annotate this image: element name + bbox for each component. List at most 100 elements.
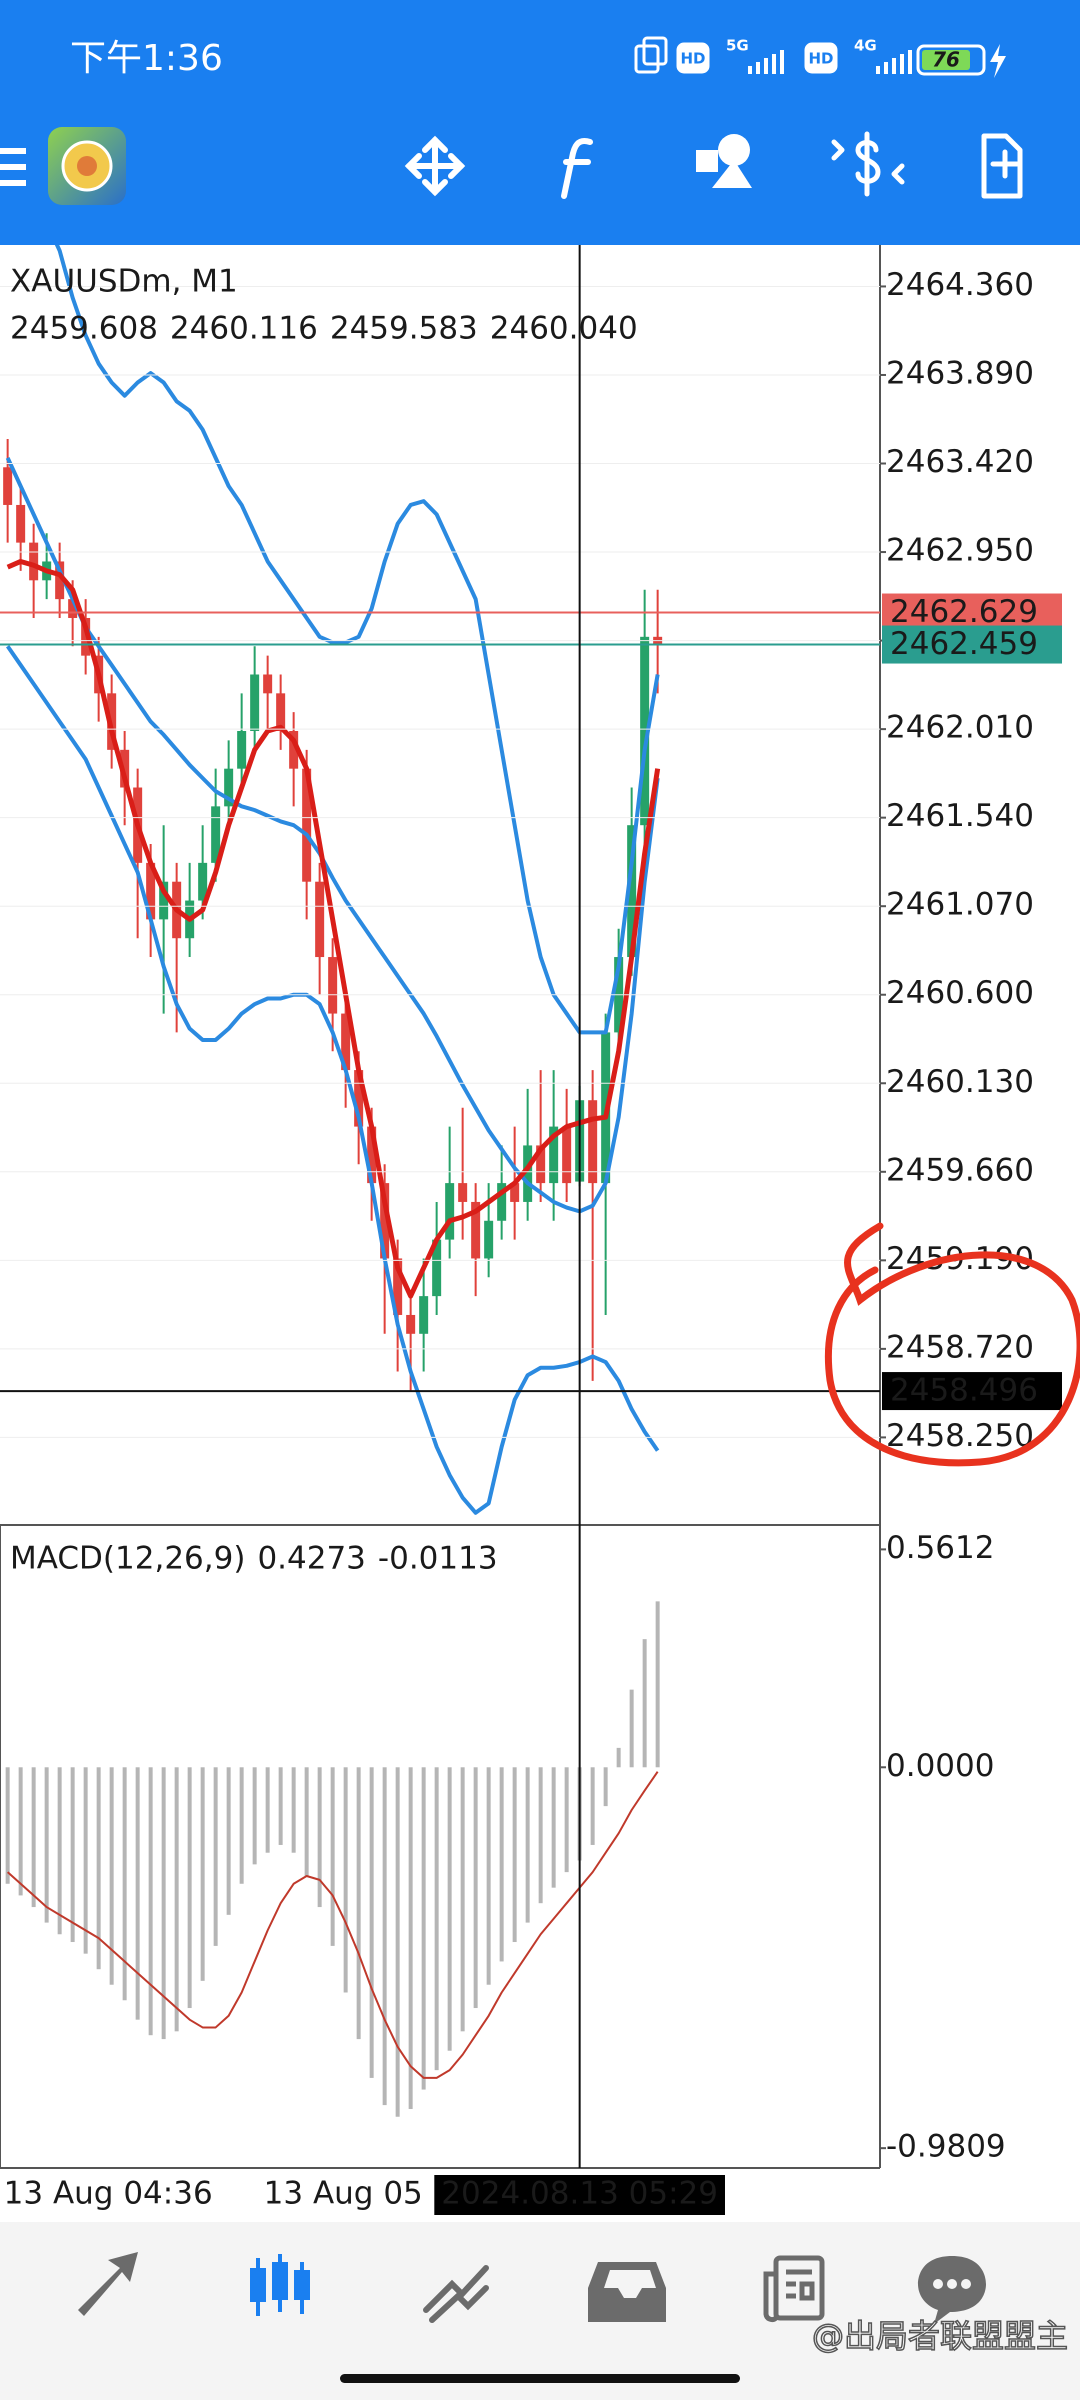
macd-bar	[590, 1767, 595, 1845]
nav-quotes[interactable]	[78, 2252, 138, 2316]
candle-body	[3, 467, 13, 505]
candle-body	[263, 674, 273, 694]
candle-body	[237, 731, 247, 769]
macd-bar	[213, 1767, 218, 1946]
macd-bar	[239, 1767, 244, 1884]
readout-value: -0.0113	[378, 1541, 498, 1577]
icon-sim	[634, 44, 660, 74]
macd-bar	[447, 1767, 452, 2051]
macd-bar	[356, 1767, 361, 2040]
macd-bar	[629, 1689, 634, 1768]
crosshair-time: 2024.08.13 05:29	[441, 2176, 718, 2212]
indicator-title: MACD(12,26,9)	[10, 1541, 245, 1577]
battery-level	[922, 50, 970, 70]
app-logo[interactable]	[48, 127, 126, 205]
nav-news[interactable]	[763, 2255, 825, 2323]
y-tick-label: 2461.070	[886, 887, 1034, 923]
icon-sim	[642, 36, 668, 66]
crosshair-time-box	[434, 2175, 725, 2215]
candle-body	[354, 1070, 364, 1127]
candle-body	[146, 862, 156, 920]
icon-signal	[748, 50, 784, 74]
y-tick-label: 2458.250	[886, 1418, 1034, 1454]
candle-body	[471, 1201, 481, 1259]
candle-body	[393, 1258, 403, 1315]
y-tick-label: 2462.010	[886, 710, 1034, 746]
candle-body	[497, 1183, 507, 1221]
macd-bar	[551, 1767, 556, 1888]
candle-body	[198, 862, 208, 901]
macd-bar	[161, 1767, 166, 2040]
y-tick-label: 2460.130	[886, 1064, 1034, 1100]
macd-bar	[148, 1767, 153, 2036]
bollinger-band	[5, 457, 660, 1214]
nav-messages[interactable]	[918, 2256, 986, 2324]
y-tick-label: 0.5612	[886, 1530, 994, 1566]
macd-bar	[18, 1767, 23, 1896]
x-tick-label: 13 Aug 05	[264, 2176, 423, 2212]
main-plot	[3, 245, 663, 1515]
macd-bar	[5, 1767, 10, 1884]
readout-value: 2459.583	[330, 311, 478, 347]
candle-body	[29, 542, 39, 581]
indicator-title: XAUUSDm, M1	[10, 264, 238, 300]
readout-value: 2459.608	[10, 311, 158, 347]
trade-button[interactable]	[831, 131, 905, 197]
price-label: 2462.459	[890, 626, 1038, 662]
macd-bar	[538, 1767, 543, 1904]
candle-body	[510, 1183, 520, 1202]
macd-bar	[642, 1639, 647, 1768]
menu-button[interactable]	[0, 148, 26, 186]
macd-bar	[525, 1767, 530, 1923]
battery-percent: 76	[932, 48, 960, 72]
y-tick-label: 2459.660	[886, 1152, 1034, 1188]
candle-body	[68, 599, 78, 618]
status-icons	[634, 36, 1006, 78]
candle-body	[445, 1183, 455, 1240]
macd-bar	[512, 1767, 517, 1943]
macd-bar	[395, 1767, 400, 2117]
y-tick-label: -0.9809	[886, 2129, 1006, 2165]
macd-plot	[5, 1601, 660, 2117]
y-tick-label: 0.0000	[886, 1748, 994, 1784]
macd-bar	[369, 1767, 374, 2078]
candle-body	[224, 768, 234, 807]
candle-body	[419, 1296, 429, 1334]
y-tick-label: 2461.540	[886, 798, 1034, 834]
nav-history[interactable]	[588, 2262, 666, 2322]
macd-bar	[486, 1767, 491, 1985]
icon-signal	[876, 50, 912, 74]
nav-trade[interactable]	[423, 2265, 489, 2323]
candle-body	[211, 806, 221, 863]
macd-bar	[434, 1767, 439, 2071]
candle-body	[484, 1220, 494, 1259]
candle-body	[536, 1145, 546, 1184]
macd-bar	[70, 1767, 75, 1943]
new-order-button[interactable]	[981, 133, 1023, 199]
macd-bar	[122, 1767, 127, 2001]
signal-line	[6, 1771, 659, 2079]
candle-body	[367, 1126, 377, 1184]
indicators-button[interactable]	[561, 138, 593, 199]
macd-bar	[31, 1767, 36, 1908]
candle-body	[640, 636, 650, 826]
macd-bar	[200, 1767, 205, 1981]
nav-chart[interactable]	[250, 2254, 310, 2316]
crosshair-tool-button[interactable]	[404, 135, 466, 197]
macd-bar	[616, 1747, 621, 1768]
macd-bar	[96, 1767, 101, 1970]
macd-bar	[655, 1601, 660, 1768]
candle-body	[250, 674, 260, 732]
annotation-circle	[824, 1222, 1080, 1467]
home-indicator	[340, 2374, 740, 2383]
status-network: HD	[680, 50, 705, 68]
macd-bar	[408, 1767, 413, 2109]
macd-bar	[109, 1767, 114, 1985]
macd-bar	[187, 1767, 192, 2009]
macd-bar	[44, 1767, 49, 1923]
objects-button[interactable]	[696, 134, 752, 188]
readout-value: 0.4273	[257, 1541, 365, 1577]
price-label: 2462.629	[890, 594, 1038, 630]
macd-bar	[421, 1767, 426, 2090]
